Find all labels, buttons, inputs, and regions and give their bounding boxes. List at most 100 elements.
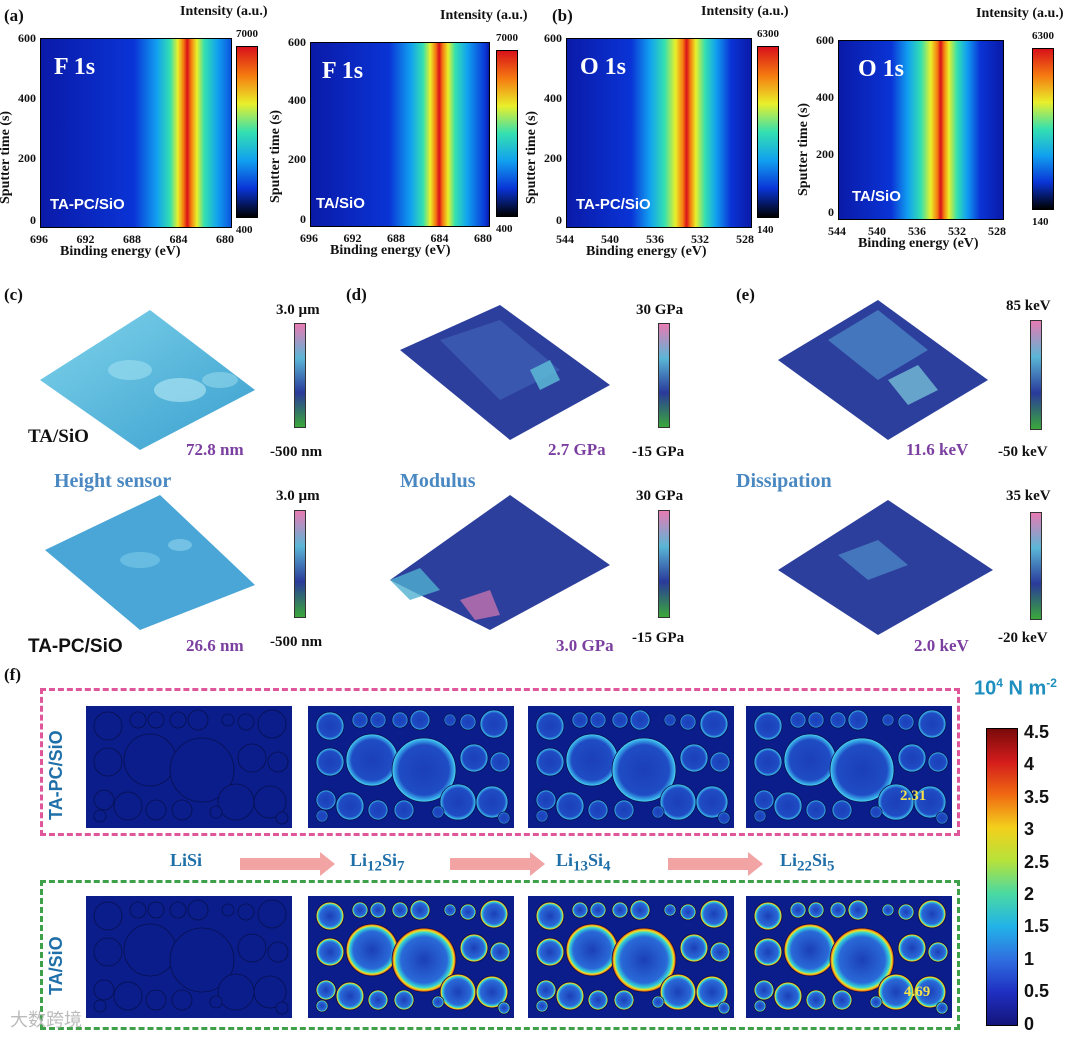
afm-modulus-top-colorbar <box>658 323 670 428</box>
stress-unit: 104 N m-2 <box>974 676 1057 700</box>
xps-colorbar <box>757 46 779 218</box>
xps-map-2 <box>310 42 490 227</box>
sim-map <box>528 706 734 828</box>
xps-y-tick: 600 <box>544 31 562 45</box>
stress-tick: 3 <box>1024 819 1035 840</box>
sim-map <box>308 896 514 1018</box>
xps-y-tick: 400 <box>288 93 306 108</box>
xps-x-tick: 532 <box>691 232 709 246</box>
afm-dissipation-title: Dissipation <box>736 470 832 492</box>
xps-x-tick: 540 <box>601 232 619 246</box>
stress-colorbar <box>986 728 1018 1026</box>
xps-y-tick: 600 <box>18 31 36 45</box>
xps-map-sample: TA/SiO <box>316 195 365 212</box>
xps-y-tick: 200 <box>288 151 306 166</box>
afm-modulus-bottom-surface <box>390 495 610 630</box>
afm-dissipation-bottom-surface <box>778 500 993 635</box>
sim-max-ta-pc: 2.31 <box>900 788 927 804</box>
afm-height-top-min: -500 nm <box>270 444 323 460</box>
panel-e-label: (e) <box>736 285 755 304</box>
afm-height-top-surface <box>40 310 255 450</box>
stress-tick: 1 <box>1024 948 1035 969</box>
xps-y-tick: 0 <box>556 213 562 227</box>
afm-height-top-colorbar <box>294 323 306 428</box>
xps-map-sample: TA-PC/SiO <box>576 196 651 213</box>
stress-tick: 4.5 <box>1024 722 1050 742</box>
xps-x-tick: 680 <box>216 232 234 246</box>
sim-map <box>746 896 952 1018</box>
xps-intensity-label: Intensity (a.u.) <box>180 4 268 19</box>
afm-dissipation-bottom-value: 2.0 keV <box>914 636 969 655</box>
xps-colorbar <box>496 50 518 217</box>
afm-height-bottom-min: -500 nm <box>270 634 323 650</box>
afm-modulus-bottom-min: -15 GPa <box>632 630 685 646</box>
xps-intensity-label: Intensity (a.u.) <box>440 8 528 23</box>
xps-map-title: F 1s <box>322 58 364 84</box>
sim-row-label-ta: TA/SiO <box>46 936 66 995</box>
afm-modulus-top-max: 30 GPa <box>636 302 684 318</box>
ta-pc-row-frame <box>40 688 960 836</box>
xps-map-3 <box>566 38 752 228</box>
xps-x-label: Binding energy (eV) <box>586 244 707 259</box>
afm-modulus-bottom-max: 30 GPa <box>636 488 684 504</box>
afm-modulus-bottom-colorbar <box>658 510 670 618</box>
xps-x-tick: 544 <box>556 232 574 246</box>
xps-cb-min: 140 <box>757 224 774 236</box>
xps-x-tick: 696 <box>300 231 318 245</box>
xps-x-label: Binding energy (eV) <box>858 236 979 251</box>
xps-cb-min: 400 <box>496 223 513 235</box>
xps-colorbar <box>1032 48 1054 210</box>
arrow-3 <box>668 852 763 876</box>
watermark: 大数跨境 <box>10 1010 82 1031</box>
afm-height-title: Height sensor <box>54 470 172 492</box>
stress-tick: 2.5 <box>1024 851 1050 872</box>
sim-map <box>86 896 292 1018</box>
arrow-2 <box>450 852 545 876</box>
ta-row-frame <box>40 880 960 1030</box>
xps-y-tick: 200 <box>18 151 36 166</box>
xps-y-label: Sputter time (s) <box>524 110 539 204</box>
afm-sample-ta-pc: TA-PC/SiO <box>28 636 123 657</box>
xps-x-tick: 684 <box>169 232 188 246</box>
phase-lisi: LiSi <box>170 850 203 870</box>
afm-height-bottom-max: 3.0 µm <box>276 488 320 504</box>
xps-cb-max: 6300 <box>1032 30 1054 42</box>
afm-sample-ta: TA/SiO <box>28 426 89 447</box>
xps-y-tick: 600 <box>816 33 834 47</box>
stress-tick: 1.5 <box>1024 916 1050 937</box>
xps-map-title: O 1s <box>858 56 905 82</box>
xps-x-tick: 696 <box>30 232 48 246</box>
arrow-1 <box>240 852 335 876</box>
afm-height-bottom-surface <box>45 495 255 630</box>
xps-x-tick: 688 <box>387 231 405 245</box>
afm-dissipation-top-colorbar <box>1030 320 1042 430</box>
afm-dissipation-top-max: 85 keV <box>1006 298 1051 314</box>
xps-cb-max: 6300 <box>757 28 779 40</box>
xps-colorbar <box>236 46 258 218</box>
xps-x-tick: 692 <box>343 231 362 245</box>
xps-x-tick: 544 <box>828 224 846 238</box>
stress-tick: 2 <box>1024 884 1035 904</box>
xps-map-sample: TA-PC/SiO <box>50 196 125 213</box>
xps-y-tick: 200 <box>544 151 562 166</box>
stress-tick: 4 <box>1024 754 1035 775</box>
panel-a-label: (a) <box>4 6 24 25</box>
sim-map <box>746 706 952 828</box>
afm-dissipation-bottom-min: -20 keV <box>998 630 1048 646</box>
xps-x-tick: 684 <box>430 231 449 245</box>
xps-x-label: Binding energy (eV) <box>60 244 181 259</box>
afm-height-top-value: 72.8 nm <box>186 440 244 459</box>
sim-map <box>86 706 292 828</box>
phase-li12si7: Li12Si7 <box>350 850 405 875</box>
xps-y-label: Sputter time (s) <box>0 110 13 204</box>
xps-cb-max: 7000 <box>496 32 518 44</box>
stress-tick: 0.5 <box>1024 981 1050 1002</box>
xps-y-label: Sputter time (s) <box>796 102 811 196</box>
afm-height-bottom-value: 26.6 nm <box>186 636 244 655</box>
afm-modulus-top-surface <box>400 305 610 440</box>
xps-x-tick: 532 <box>948 224 966 238</box>
xps-x-tick: 528 <box>988 224 1006 238</box>
afm-height-bottom-colorbar <box>294 510 306 618</box>
xps-y-tick: 200 <box>816 146 834 161</box>
xps-y-tick: 0 <box>828 205 834 219</box>
